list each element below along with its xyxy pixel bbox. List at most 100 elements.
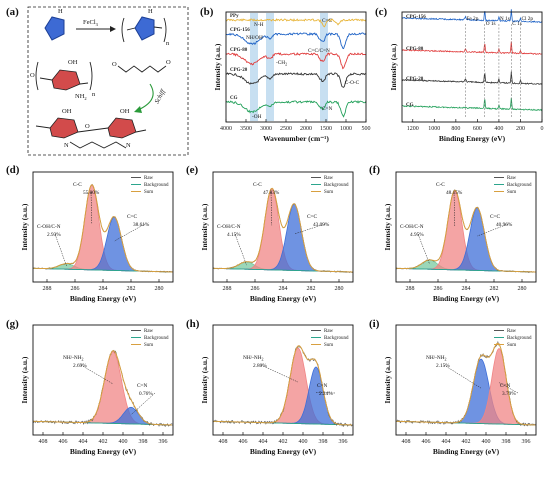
component-leader-d — [54, 233, 67, 267]
ftir-series-cpg-156 — [225, 32, 367, 50]
ftir-annotation: C-O-C — [345, 80, 360, 86]
product-n-right: N — [126, 142, 131, 149]
x-axis-title-h: Binding Energy (eV) — [250, 447, 317, 456]
ftir-series-label: CPG-156 — [230, 28, 250, 33]
product-o-bridge: O — [85, 123, 90, 130]
ftir-series-ppy — [225, 18, 367, 28]
legend-label-g: Raw — [144, 329, 154, 334]
component-pct-d: 38.61% — [133, 222, 150, 228]
ftir-series-label: CPG-20 — [230, 68, 248, 73]
ftir-band — [320, 13, 328, 121]
component-label-e: C-C — [253, 182, 262, 188]
xps-sum-line — [396, 342, 536, 426]
x-tick-label-c: 600 — [473, 126, 482, 132]
x-tick-label-d: 284 — [99, 286, 108, 292]
legend-label-h: Raw — [324, 329, 334, 334]
component-leader-e — [234, 233, 247, 266]
component-pct-d: 55.00% — [83, 190, 100, 196]
x-tick-label-d: 286 — [71, 286, 80, 292]
x-tick-label-g: 396 — [159, 439, 168, 445]
ftir-series-label: CG — [230, 96, 238, 101]
component-pct-f: 48.15% — [446, 190, 463, 196]
x-tick-label-g: 398 — [139, 439, 148, 445]
legend-label-e: Sum — [324, 190, 333, 195]
component-pct-f: 4.95% — [410, 232, 424, 238]
x-tick-label-f: 288 — [406, 286, 415, 292]
xps-sum-line — [33, 184, 173, 273]
xps-peak-label: O 1s — [486, 21, 496, 27]
x-tick-label-i: 406 — [422, 439, 431, 445]
x-tick-label-h: 404 — [259, 439, 268, 445]
xps-component-c-c — [396, 207, 536, 273]
component-pct-h: 2.80% — [253, 363, 267, 369]
pyrrole-monomer: H — [44, 8, 65, 41]
y-axis-title-g: Intensity (a.u.) — [20, 356, 29, 403]
component-leader-f — [417, 233, 430, 265]
x-tick-label-d: 282 — [127, 286, 136, 292]
x-tick-label-d: 288 — [43, 286, 52, 292]
xps-sum-line — [396, 189, 536, 273]
x-tick-label-b: 1500 — [320, 126, 332, 132]
component-label-d: C=C — [127, 214, 138, 220]
ftir-series-label: PPy — [230, 14, 239, 19]
x-tick-label-b: 2000 — [300, 126, 312, 132]
component-leader-g — [80, 364, 114, 385]
x-tick-label-f: 280 — [518, 286, 527, 292]
product-oh-left: OH — [62, 108, 72, 115]
y-axis-title-d: Intensity (a.u.) — [20, 203, 29, 250]
panel-label-e: (e) — [186, 164, 199, 176]
product-n-left: N — [64, 142, 69, 149]
component-label-d: C-C — [73, 182, 82, 188]
x-tick-label-b: 2500 — [280, 126, 292, 132]
component-leader-i — [443, 364, 482, 389]
schiff-label: Schiff — [154, 88, 168, 105]
reagent-label: FeCl3 — [83, 19, 99, 27]
xps-peak-label: C 1s — [512, 21, 522, 27]
panel-label-g: (g) — [6, 318, 19, 330]
y-axis-title-i: Intensity (a.u.) — [383, 356, 392, 403]
x-tick-label-g: 404 — [79, 439, 88, 445]
legend-label-d: Background — [144, 183, 169, 188]
x-axis-title-i: Binding Energy (eV) — [433, 447, 500, 456]
polypyrrole-unit: n H — [121, 8, 170, 47]
ftir-annotation: N-H — [254, 22, 264, 28]
xps-peak-label: N 1s — [500, 16, 510, 22]
component-leader-d — [114, 223, 146, 242]
xps-survey-label: CPG-20 — [406, 77, 424, 82]
legend-label-f: Background — [507, 183, 532, 188]
y-axis-title-f: Intensity (a.u.) — [383, 203, 392, 250]
crosslinked-product: OH OH N N O — [35, 108, 147, 149]
x-tick-label-h: 402 — [279, 439, 288, 445]
x-tick-label-b: 4000 — [220, 126, 232, 132]
xps-sum-line — [213, 187, 353, 273]
legend-label-h: Background — [324, 336, 349, 341]
x-tick-label-i: 402 — [462, 439, 471, 445]
component-label-h: NH/-NH2 — [243, 355, 264, 362]
x-tick-label-i: 398 — [502, 439, 511, 445]
charts-layer: PPy CPG-156 CPG-80 CPG-20 CG N-H C=C NH/OH C=C/C… — [6, 6, 544, 456]
legend-label-d: Sum — [144, 190, 153, 195]
schiff-arrowhead — [134, 106, 142, 113]
component-label-e: C=C — [307, 214, 318, 220]
y-axis-title-b: Intensity (a.u.) — [213, 43, 222, 90]
ftir-annotation: C=C — [322, 18, 333, 24]
xps-survey-label: CPG-80 — [406, 47, 424, 52]
scheme-frame — [27, 6, 189, 156]
x-tick-label-e: 284 — [279, 286, 288, 292]
xps-sum-line — [33, 350, 173, 426]
component-leader-i — [498, 382, 519, 394]
polymer-n-label: n — [166, 40, 170, 47]
component-label-h: C=N — [317, 383, 328, 389]
component-leader-f — [453, 191, 456, 227]
panel-label-d: (d) — [6, 164, 20, 176]
x-tick-label-c: 1000 — [428, 126, 440, 132]
legend-label-f: Raw — [507, 176, 517, 181]
x-tick-label-c: 1200 — [407, 126, 419, 132]
panel-b-chart: PPy CPG-156 CPG-80 CPG-20 CG N-H C=C NH/OH C=C/C… — [200, 6, 371, 143]
x-tick-label-d: 280 — [155, 286, 164, 292]
legend-label-i: Sum — [507, 343, 516, 348]
polypyrrole-nh-label: H — [148, 8, 153, 15]
